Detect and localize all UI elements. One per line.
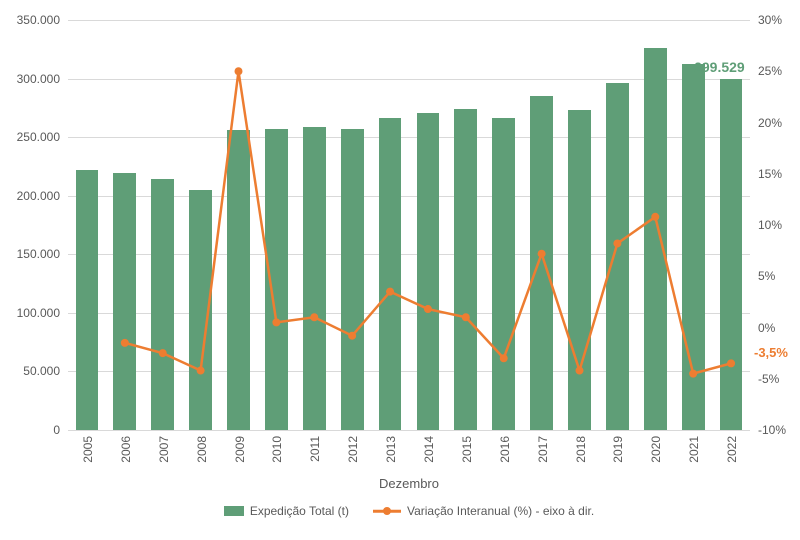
y-right-tick: 0% [758,321,775,335]
legend-swatch-icon [224,506,244,516]
x-tick: 2021 [687,436,701,463]
legend-line-icon [373,506,401,516]
y-left-tick: 150.000 [0,247,60,261]
bar [113,173,136,430]
bar [151,179,174,430]
x-tick: 2022 [725,436,739,463]
x-axis-title: Dezembro [68,476,750,491]
line-value-callout: -3,5% [754,345,788,360]
bar [303,127,326,430]
x-tick: 2017 [536,436,550,463]
bar [720,79,743,430]
legend-item-bars: Expedição Total (t) [224,504,349,518]
bar [454,109,477,430]
plot-area [68,20,750,430]
legend: Expedição Total (t) Variação Interanual … [68,504,750,518]
bar [606,83,629,430]
gridline [68,20,750,21]
bar [682,64,705,430]
y-right-tick: 30% [758,13,782,27]
legend-label: Variação Interanual (%) - eixo à dir. [407,504,594,518]
y-right-tick: -10% [758,423,786,437]
bar [417,113,440,430]
x-tick: 2019 [611,436,625,463]
y-left-tick: 50.000 [0,364,60,378]
y-right-tick: 15% [758,167,782,181]
bar [568,110,591,430]
x-tick: 2015 [460,436,474,463]
combo-chart: 0 50.000 100.000 150.000 200.000 250.000 300.0… [0,0,800,540]
bar [227,130,250,430]
x-tick: 2005 [81,436,95,463]
y-right-tick: -5% [758,372,779,386]
x-tick: 2008 [195,436,209,463]
legend-label: Expedição Total (t) [250,504,349,518]
y-right-tick: 5% [758,269,775,283]
bar [530,96,553,430]
x-tick: 2018 [574,436,588,463]
x-tick: 2013 [384,436,398,463]
bar [189,190,212,430]
bar [341,129,364,430]
x-tick: 2020 [649,436,663,463]
x-tick: 2009 [233,436,247,463]
y-right-tick: 20% [758,116,782,130]
y-right-tick: 10% [758,218,782,232]
x-tick: 2007 [157,436,171,463]
y-left-tick: 300.000 [0,72,60,86]
bar [76,170,99,430]
y-left-tick: 200.000 [0,189,60,203]
bar [379,118,402,430]
x-tick: 2012 [346,436,360,463]
bar-value-callout: 299.529 [694,59,745,75]
x-tick: 2011 [308,436,322,462]
x-tick: 2016 [498,436,512,463]
y-left-tick: 350.000 [0,13,60,27]
bar [492,118,515,430]
y-left-tick: 100.000 [0,306,60,320]
y-right-tick: 25% [758,64,782,78]
x-tick: 2010 [270,436,284,463]
bar [265,129,288,430]
legend-item-line: Variação Interanual (%) - eixo à dir. [373,504,594,518]
x-tick: 2006 [119,436,133,463]
gridline [68,430,750,431]
bar [644,48,667,430]
y-left-tick: 0 [0,423,60,437]
x-tick: 2014 [422,436,436,463]
y-left-tick: 250.000 [0,130,60,144]
